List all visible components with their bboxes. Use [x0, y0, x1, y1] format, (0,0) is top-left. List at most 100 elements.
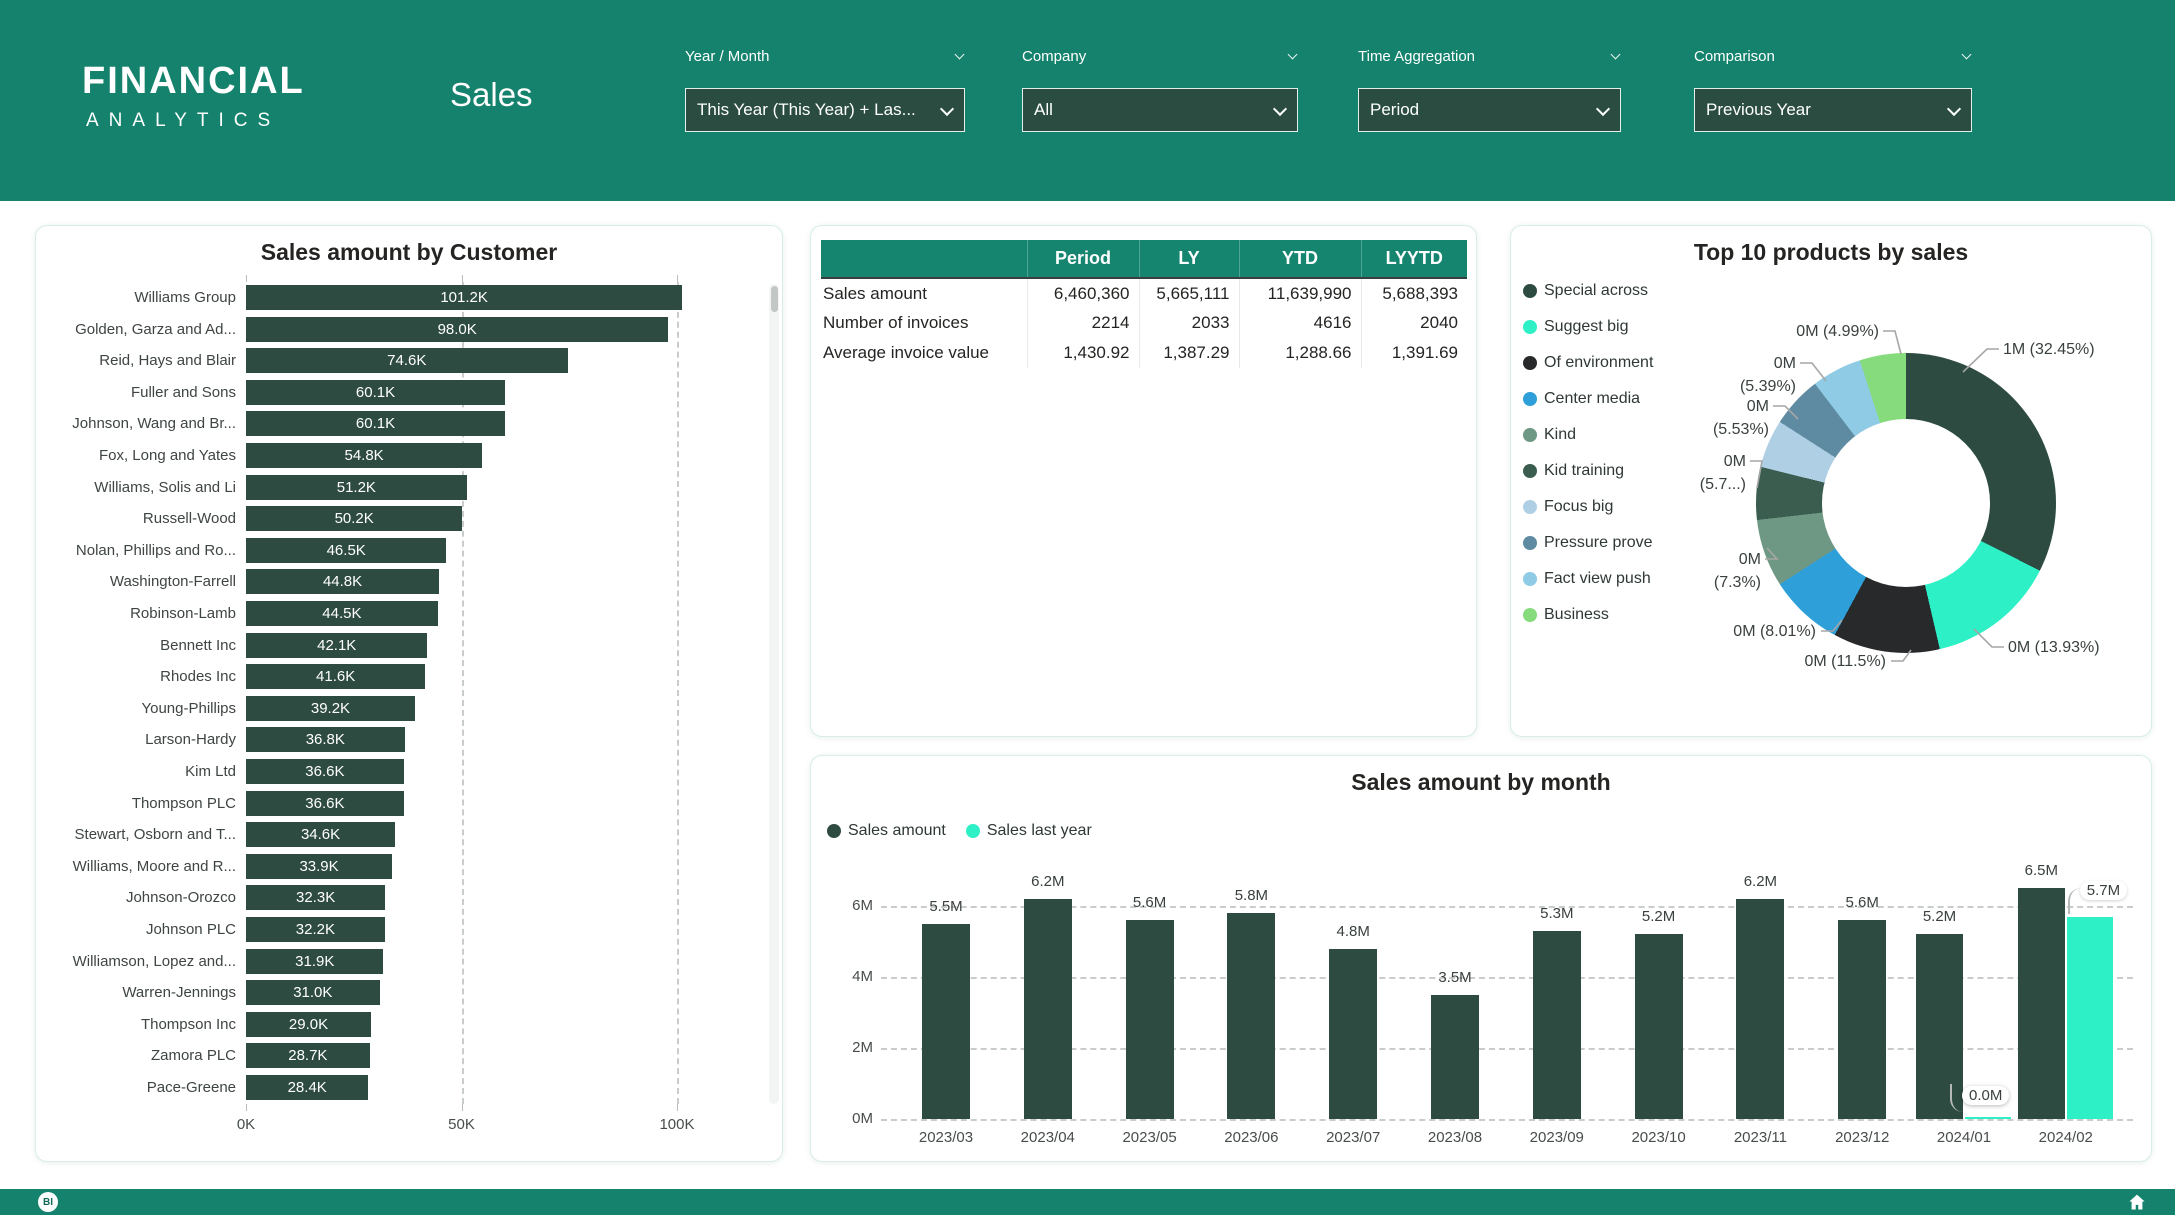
bar-sales-amount-2023-10[interactable]	[1634, 934, 1683, 1119]
bar-russell-wood[interactable]: 50.2K	[246, 506, 463, 532]
bar-sales-amount-2023-11[interactable]	[1736, 898, 1785, 1119]
bar-warren-jennings[interactable]: 31.0K	[246, 980, 380, 1006]
kpi-row-label: Average invoice value	[823, 343, 990, 362]
kpi-value-cell: 1,430.92	[1026, 338, 1139, 368]
kpi-column-header-ytd[interactable]: YTD	[1238, 240, 1361, 278]
legend-item-center-media[interactable]: Center media	[1523, 390, 1640, 408]
bar-larson-hardy[interactable]: 36.8K	[246, 727, 405, 753]
home-icon[interactable]	[2127, 1192, 2147, 1212]
bi-badge[interactable]: BI	[38, 1192, 58, 1212]
bar-value-label: 3.5M	[1438, 968, 1472, 986]
bar-thompson-plc[interactable]: 36.6K	[246, 790, 404, 816]
customer-chart-title: Sales amount by Customer	[260, 239, 558, 265]
kpi-column-header-ly[interactable]: LY	[1138, 240, 1239, 278]
bar-stewart-osborn-and-t[interactable]: 34.6K	[246, 822, 396, 848]
brand-logo-line1: FINANCIAL	[82, 60, 305, 102]
x-axis-label: 2023/04	[1020, 1129, 1075, 1146]
kpi-value-cell: 1,387.29	[1138, 338, 1239, 368]
slicer-comparison-dropdown[interactable]: Previous Year	[1694, 88, 1972, 132]
slicer-year-month-dropdown[interactable]: This Year (This Year) + Las...	[685, 88, 965, 132]
bar-zamora-plc[interactable]: 28.7K	[246, 1043, 370, 1069]
slicer-selected-value: Previous Year	[1706, 100, 1811, 119]
bar-sales-amount-2023-12[interactable]	[1838, 920, 1887, 1119]
legend-item-kid-training[interactable]: Kid training	[1523, 462, 1624, 480]
bar-reid-hays-and-blair[interactable]: 74.6K	[246, 348, 568, 374]
bar-sales-amount-2023-06[interactable]	[1227, 913, 1276, 1119]
kpi-column-header[interactable]	[821, 240, 1027, 278]
bar-fox-long-and-yates[interactable]: 54.8K	[246, 443, 483, 468]
bar-thompson-inc[interactable]: 29.0K	[246, 1011, 371, 1037]
bar-johnson-plc[interactable]: 32.2K	[246, 917, 385, 942]
slicer-label-text: Time Aggregation	[1358, 48, 1476, 65]
bar-sales-last-year-2024-01[interactable]	[1965, 1117, 2011, 1119]
bar-young-phillips[interactable]: 39.2K	[246, 695, 415, 721]
chevron-down-icon[interactable]	[1287, 49, 1298, 60]
gridline-y	[881, 977, 2133, 979]
legend-label: Kind	[1544, 426, 1577, 443]
x-axis-label: 2024/02	[2038, 1129, 2093, 1146]
x-axis-label: 100K	[659, 1115, 695, 1133]
axis-tick	[677, 1103, 678, 1111]
bar-kim-ltd[interactable]: 36.6K	[246, 759, 404, 784]
category-label: Nolan, Phillips and Ro...	[75, 541, 236, 559]
bar-sales-amount-2023-08[interactable]	[1431, 994, 1479, 1119]
kpi-column-header-period[interactable]: Period	[1026, 240, 1139, 278]
bar-williams-moore-and-r[interactable]: 33.9K	[246, 853, 393, 879]
bar-bennett-inc[interactable]: 42.1K	[246, 632, 428, 658]
chevron-down-icon	[1595, 101, 1611, 117]
legend-item-suggest-big[interactable]: Suggest big	[1523, 318, 1629, 336]
bar-nolan-phillips-and-ro[interactable]: 46.5K	[246, 537, 447, 563]
bar-williamson-lopez-and[interactable]: 31.9K	[246, 948, 384, 974]
bar-golden-garza-and-ad[interactable]: 98.0K	[246, 316, 669, 342]
bar-sales-amount-2023-09[interactable]	[1532, 930, 1581, 1119]
donut-hole	[1822, 419, 1990, 587]
category-label: Williams Group	[134, 289, 236, 306]
bar-sales-amount-2023-04[interactable]	[1023, 898, 1072, 1119]
bar-johnson-wang-and-br[interactable]: 60.1K	[246, 411, 506, 437]
legend-swatch-icon	[1523, 428, 1537, 442]
x-axis-label: 2023/09	[1529, 1129, 1584, 1146]
slicer-time-aggregation-label: Time Aggregation	[1358, 48, 1621, 72]
legend-item-business[interactable]: Business	[1523, 606, 1609, 624]
legend-item-kind[interactable]: Kind	[1523, 426, 1576, 444]
bar-williams-group[interactable]: 101.2K	[246, 285, 683, 310]
legend-item-pressure-prove[interactable]: Pressure prove	[1523, 534, 1653, 552]
bar-rhodes-inc[interactable]: 41.6K	[246, 664, 426, 690]
legend-item-sales-last-year[interactable]: Sales last year	[965, 822, 1092, 840]
gridline-y	[881, 906, 2133, 908]
category-label: Pace-Greene	[146, 1079, 236, 1096]
legend-item-sales-amount[interactable]: Sales amount	[827, 822, 946, 840]
bar-sales-amount-2023-05[interactable]	[1125, 920, 1174, 1119]
legend-item-special-across[interactable]: Special across	[1523, 282, 1648, 300]
chevron-down-icon[interactable]	[1961, 49, 1972, 60]
scrollbar-thumb[interactable]	[770, 286, 778, 312]
bar-pace-greene[interactable]: 28.4K	[246, 1075, 369, 1100]
slice-label-fact-view-push: 0M (5.39%)	[1740, 355, 1796, 395]
chevron-down-icon[interactable]	[954, 49, 965, 60]
bar-robinson-lamb[interactable]: 44.5K	[246, 601, 438, 626]
bar-sales-amount-2023-07[interactable]	[1329, 948, 1378, 1119]
legend-swatch-icon	[1523, 284, 1537, 298]
brand-logo: FINANCIAL ANALYTICS	[82, 60, 305, 132]
legend-item-focus-big[interactable]: Focus big	[1523, 498, 1613, 516]
callout-curve	[1950, 1084, 1963, 1112]
bar-sales-last-year-2024-02[interactable]	[2066, 916, 2113, 1119]
bar-fuller-and-sons[interactable]: 60.1K	[246, 379, 506, 405]
chevron-down-icon	[1272, 101, 1288, 117]
legend-label: Business	[1544, 606, 1609, 623]
chevron-down-icon	[1946, 101, 1962, 117]
slicer-company-dropdown[interactable]: All	[1022, 88, 1298, 132]
bar-sales-amount-2023-03[interactable]	[922, 923, 970, 1119]
scrollbar-track[interactable]	[769, 284, 779, 1104]
bar-johnson-orozco[interactable]: 32.3K	[246, 885, 386, 911]
slicer-comparison: Comparison Previous Year	[1694, 48, 1972, 158]
kpi-column-header-lyytd[interactable]: LYYTD	[1360, 240, 1467, 278]
x-axis-label: 2023/08	[1427, 1129, 1483, 1146]
bar-sales-amount-2024-02[interactable]	[2017, 888, 2065, 1119]
legend-item-of-environment[interactable]: Of environment	[1523, 354, 1653, 372]
slicer-time-aggregation-dropdown[interactable]: Period	[1358, 88, 1621, 132]
chevron-down-icon[interactable]	[1610, 49, 1621, 60]
bar-williams-solis-and-li[interactable]: 51.2K	[246, 474, 467, 500]
legend-item-fact-view-push[interactable]: Fact view push	[1523, 570, 1651, 588]
bar-washington-farrell[interactable]: 44.8K	[246, 569, 440, 595]
